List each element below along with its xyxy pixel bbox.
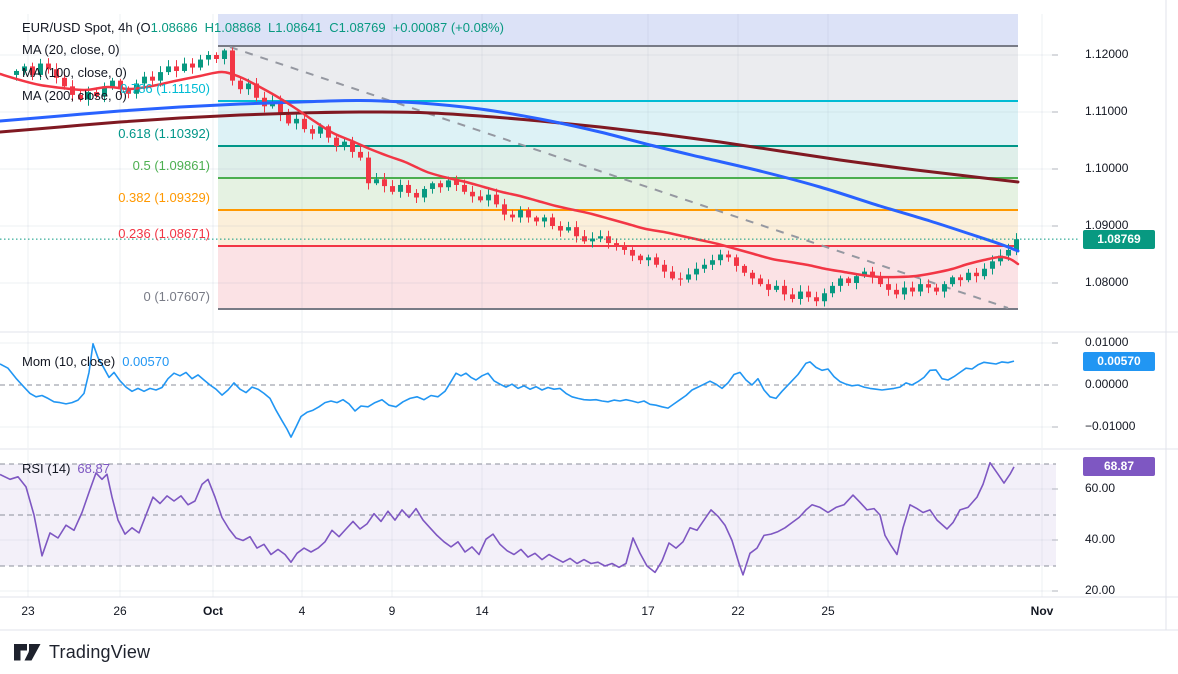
ma200-legend[interactable]: MA (200, close, 0)	[22, 87, 127, 104]
time-axis-label-9: 9	[388, 604, 396, 618]
tradingview-logo-icon[interactable]	[14, 644, 41, 661]
symbol-title: EUR/USD Spot, 4h (O	[22, 20, 151, 35]
momentum-axis-label-0.00000: 0.00000	[1085, 377, 1129, 391]
bottom-bar: TradingView	[0, 631, 1178, 674]
ma20-legend[interactable]: MA (20, close, 0)	[22, 41, 120, 58]
momentum-axis-label-−0.01000: −0.01000	[1085, 419, 1136, 433]
ohlc-open-value: 1.08686	[150, 20, 198, 35]
rsi-legend-value: 68.87	[77, 461, 110, 476]
time-axis-label-Oct: Oct	[202, 604, 224, 618]
momentum-legend-value: 0.00570	[122, 354, 170, 369]
fib-label-0.618: 0.618 (1.10392)	[118, 126, 210, 141]
rsi-legend-title: RSI (14)	[22, 461, 71, 476]
time-axis-label-4: 4	[298, 604, 306, 618]
time-axis-label-23: 23	[21, 604, 35, 618]
price-axis-label-1.12000: 1.12000	[1085, 47, 1129, 61]
last-price-badge: 1.08769	[1083, 229, 1155, 249]
fib-label-0.786: 0.786 (1.11150)	[120, 81, 210, 96]
price-axis-label-1.09000: 1.09000	[1085, 218, 1129, 232]
ma100-legend[interactable]: MA (100, close, 0)	[22, 64, 127, 81]
time-axis-label-25: 25	[821, 604, 835, 618]
ma100-legend-label: MA (100, close, 0)	[22, 65, 127, 80]
fib-label-0.5: 0.5 (1.09861)	[132, 158, 210, 173]
ma20-legend-label: MA (20, close, 0)	[22, 42, 120, 57]
price-axis-label-1.11000: 1.11000	[1085, 104, 1128, 118]
time-axis-label-Nov: Nov	[1030, 604, 1054, 618]
ohlc-low-value: 1.08641	[275, 20, 323, 35]
momentum-value-badge: 0.00570	[1083, 351, 1155, 371]
ohlc-high-label: H	[204, 20, 214, 35]
momentum-legend-title: Mom (10, close)	[22, 354, 116, 369]
tradingview-logo-text[interactable]: TradingView	[49, 642, 151, 662]
ohlc-high-value: 1.08868	[214, 20, 261, 35]
ohlc-close-label: C	[329, 20, 339, 35]
fib-label-0.236: 0.236 (1.08671)	[118, 226, 210, 241]
symbol-legend[interactable]: EUR/USD Spot, 4h (O1.08686 H1.08868 L1.086…	[22, 19, 504, 36]
fib-label-0.382: 0.382 (1.09329)	[118, 190, 210, 205]
rsi-axis-label-60.00: 60.00	[1085, 481, 1116, 495]
rsi-value-badge: 68.87	[1083, 457, 1155, 477]
candle-series	[14, 47, 1019, 307]
rsi-axis-label-20.00: 20.00	[1085, 583, 1116, 597]
fib-label-0: 0 (1.07607)	[143, 289, 211, 304]
ohlc-low-label: L	[268, 20, 276, 35]
price-axis-label-1.08000: 1.08000	[1085, 275, 1129, 289]
ma200-legend-label: MA (200, close, 0)	[22, 88, 127, 103]
price-axis-label-1.10000: 1.10000	[1085, 161, 1129, 175]
time-axis-label-14: 14	[475, 604, 489, 618]
time-axis-label-22: 22	[731, 604, 745, 618]
momentum-axis-label-0.01000: 0.01000	[1085, 335, 1129, 349]
momentum-legend[interactable]: Mom (10, close) 0.00570	[22, 353, 169, 370]
time-axis-label-26: 26	[113, 604, 127, 618]
rsi-legend[interactable]: RSI (14) 68.87	[22, 460, 110, 477]
ohlc-close-value: 1.08769	[338, 20, 386, 35]
time-axis-label-17: 17	[641, 604, 655, 618]
rsi-axis-label-40.00: 40.00	[1085, 532, 1116, 546]
ohlc-change: +0.00087 (+0.08%)	[392, 20, 504, 35]
